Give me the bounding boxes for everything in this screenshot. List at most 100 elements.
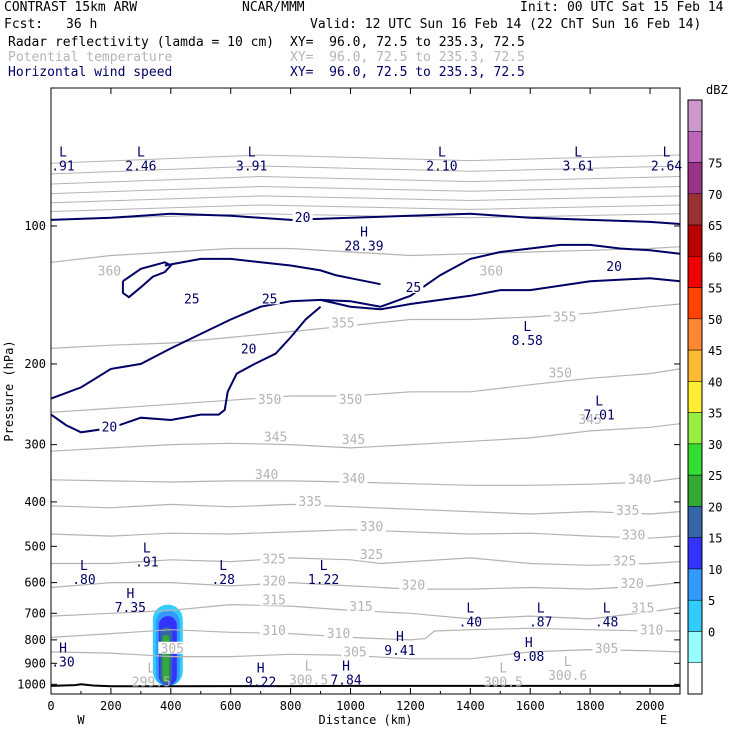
theta-label-bg [619,528,648,541]
theta-contour-upper [50,175,681,185]
theta-label: 360 [480,265,503,280]
extremum-kind: H [257,661,265,676]
theta-label-bg [637,623,666,636]
theta-label-bg [255,392,284,405]
extremum-kind: L [523,320,531,335]
theta-label: 305 [595,642,618,657]
theta-label: 355 [553,311,576,326]
extremum-value: .40 [459,615,482,630]
theta-label: 350 [339,393,362,408]
colorbar-frame [687,99,703,695]
colorbar-level-label: 25 [708,469,722,483]
center-title: NCAR/MMM [242,0,305,15]
wind-label-bg [238,342,259,355]
theta-contour-345 [50,423,681,452]
theta-label: 310 [640,623,663,638]
extremum-value: 2.64 [651,160,682,175]
theta-label: 350 [258,393,281,408]
colorbar-swatch [687,631,703,663]
theta-label: 325 [613,554,636,569]
wind-contour-25 [320,243,681,308]
colorbar-level-label: 75 [708,157,722,171]
colorbar-level-label: 70 [708,188,722,202]
wind-label-bg [292,210,313,223]
theta-label-bg [260,574,289,587]
colorbar-level-label: 40 [708,375,722,389]
wind-label: 25 [184,292,200,307]
y-tick-label: 400 [24,495,46,509]
theta-label-bg [158,641,187,654]
extremum-value: 299.5 [132,675,171,690]
colorbar-swatch [687,599,703,632]
y-tick-label: 100 [24,219,46,233]
extremum-value: .30 [51,655,74,670]
theta-label-bg [260,552,289,565]
y-tick-label: 1000 [17,677,46,691]
wind-label-bg [181,292,202,305]
colorbar-swatch [687,131,703,163]
colorbar-level-label: 65 [708,219,722,233]
theta-label-bg [260,593,289,606]
theta-label: 340 [255,468,278,483]
theta-label-bg [324,627,353,640]
field-1-xy: XY= 96.0, 72.5 to 235.3, 72.5 [290,35,525,50]
colorbar-swatch [687,287,703,320]
theta-label: 340 [628,473,651,488]
wind-contour-25 [121,261,173,299]
theta-label: 340 [342,472,365,487]
y-tick-label: 900 [24,656,46,670]
colorbar-level-label: 35 [708,407,722,421]
plot-frame [50,87,681,695]
extremum-value: 9.41 [384,644,415,659]
y-tick-label: 800 [24,633,46,647]
y-tick-label: 700 [24,606,46,620]
extremum-value: .48 [595,615,618,630]
terrain-surface [50,683,680,688]
wind-contour-25 [164,257,381,286]
theta-label: 315 [349,600,372,615]
extremum-kind: L [499,661,507,676]
theta-label: 355 [331,317,354,332]
extremum-value: 1.22 [308,573,339,588]
theta-label-bg [576,413,605,426]
field-2-xy: XY= 96.0, 72.5 to 235.3, 72.5 [290,50,525,65]
theta-label-bg [341,645,370,658]
extremum-kind: L [248,146,256,161]
extremum-kind: H [396,630,404,645]
extremum-kind: L [143,542,151,557]
theta-label-bg [592,641,621,654]
extremum-kind: L [320,559,328,574]
colorbar-level-label: 15 [708,532,722,546]
wind-label-bg [99,420,120,433]
theta-label-bg [546,366,575,379]
colorbar-swatch [687,349,703,382]
colorbar-swatch [687,162,703,195]
y-tick-label: 200 [24,357,46,371]
x-tick-label: 1600 [516,699,545,713]
extremum-value: .91 [135,556,158,571]
extremum-value: 7.35 [115,601,146,616]
extremum-value: 300.5 [289,673,328,688]
extremum-kind: H [360,226,368,241]
colorbar-swatch [687,474,703,507]
colorbar-level-label: 45 [708,344,722,358]
extremum-value: 7.01 [583,409,614,424]
extremum-value: 9.08 [513,650,544,665]
x-axis-west-label: W [77,713,85,727]
theta-label: 310 [327,627,350,642]
wind-label: 20 [295,211,311,226]
colorbar-swatch [687,318,703,351]
theta-label-bg [296,494,325,507]
theta-label: 305 [343,645,366,660]
theta-label: 330 [360,520,383,535]
wind-label-bg [403,281,424,294]
theta-label: 345 [264,430,287,445]
extremum-value: 9.22 [245,675,276,690]
axes: 0 200 400 600 800 1000 1200 1400 1600 1800 2000 100… [2,87,681,727]
colorbar-swatch [687,224,703,257]
extremum-kind: L [59,146,67,161]
theta-label-bg [618,576,647,589]
colorbar-swatch [687,506,703,538]
theta-label-bg [339,471,368,484]
